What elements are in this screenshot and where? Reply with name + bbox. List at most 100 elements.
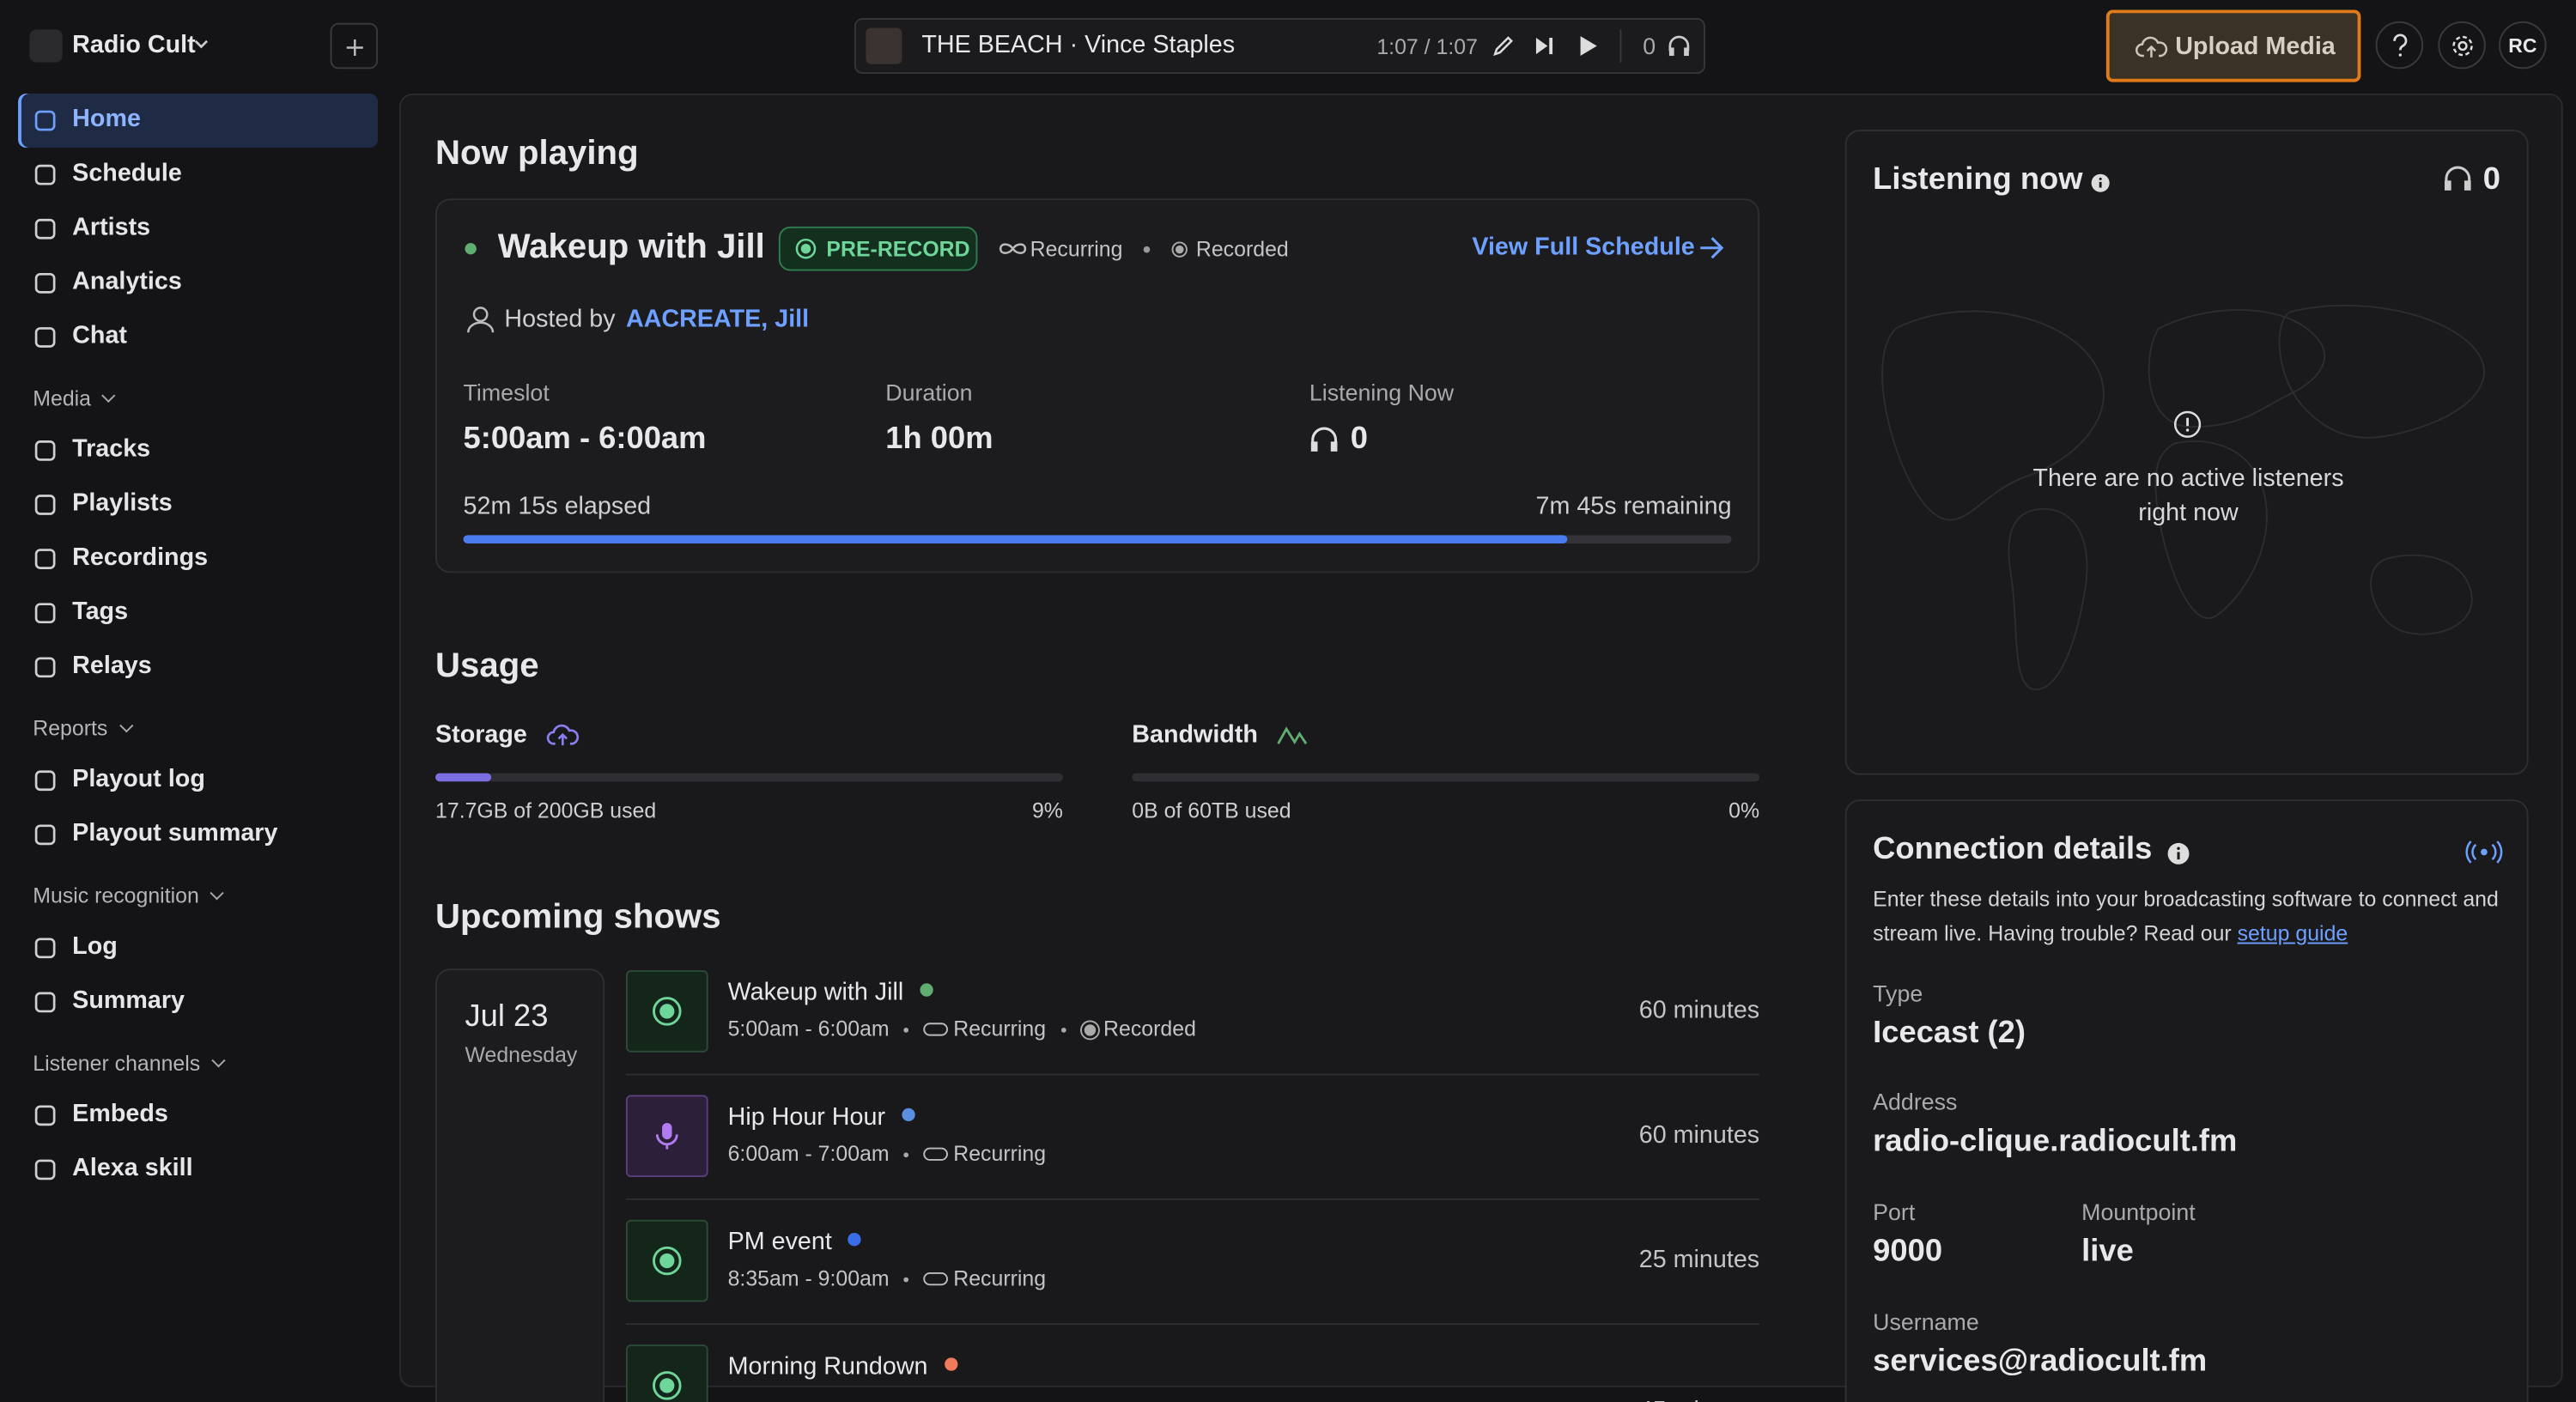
workspace-name[interactable]: Radio Cult — [72, 31, 196, 59]
connection-description: Enter these details into your broadcasti… — [1873, 882, 2506, 950]
nav-icon — [34, 657, 56, 678]
track-time: 1:07 / 1:07 — [1376, 34, 1478, 59]
nav-icon-part — [34, 770, 56, 792]
add-button[interactable] — [330, 22, 379, 70]
nav-icon-part — [34, 272, 56, 294]
settings-button[interactable] — [2438, 21, 2486, 70]
nav-label: Log — [72, 932, 118, 961]
show-name[interactable]: Wakeup with Jill — [728, 977, 933, 1010]
row-divider — [625, 1323, 1760, 1326]
listening-card: Listening now 0 There are no active list… — [1844, 130, 2529, 775]
weekday: Wednesday — [465, 1042, 578, 1067]
nav-icon-part — [34, 603, 56, 624]
nav-item[interactable]: Log — [18, 921, 378, 975]
meter-detail: 0B of 60TB used — [1132, 798, 1291, 823]
show-recorded: Recorded — [1103, 1016, 1196, 1041]
nav-item[interactable]: Artists — [18, 202, 378, 256]
show-name[interactable]: PM event — [728, 1226, 862, 1259]
view-schedule-link[interactable]: View Full Schedule — [1472, 233, 1695, 262]
show-meta: 5:00am - 6:00am Recurring Recorded — [728, 1013, 1196, 1046]
show-color-dot — [944, 1357, 957, 1371]
nav-icon — [34, 110, 56, 131]
separator-dot — [1143, 246, 1151, 253]
nav-label: Relays — [72, 652, 152, 680]
show-glyph-part — [662, 1122, 672, 1140]
host-link[interactable]: AACREATE, Jill — [625, 305, 810, 334]
info-icon — [2167, 842, 2190, 865]
meter-track — [435, 773, 1063, 782]
section-header[interactable]: Reports — [33, 713, 133, 745]
nav-item[interactable]: Alexa skill — [18, 1143, 378, 1197]
edit-icon[interactable] — [1492, 34, 1515, 58]
workspace-logo[interactable] — [29, 29, 63, 63]
show-recurring: Recurring — [953, 1140, 1047, 1166]
show-glyph-part — [659, 1253, 675, 1269]
nav-icon-part — [34, 1105, 56, 1126]
upload-media-button[interactable]: Upload Media — [2105, 9, 2361, 82]
play-icon[interactable] — [1579, 34, 1599, 58]
nav-item[interactable]: Summary — [18, 975, 378, 1029]
nav-icon — [34, 327, 56, 349]
show-name[interactable]: Morning Rundown — [728, 1351, 957, 1384]
now-playing-track[interactable]: THE BEACH · Vince Staples — [921, 31, 1236, 59]
nav-label: Artists — [72, 213, 151, 242]
show-icon — [625, 1095, 708, 1178]
listening-count: 0 — [2482, 162, 2501, 197]
nav-item[interactable]: Recordings — [18, 532, 378, 586]
headphones-icon — [1309, 427, 1339, 453]
nav-item[interactable]: Embeds — [18, 1089, 378, 1143]
nav-icon-part — [34, 495, 56, 515]
meter-label: Bandwidth — [1132, 720, 1258, 749]
show-glyph-part — [655, 1134, 678, 1150]
show-glyph-part — [653, 1371, 682, 1400]
section-header[interactable]: Listener channels — [33, 1047, 226, 1080]
headphones-icon-part — [1310, 427, 1338, 452]
broadcast-icon[interactable] — [2465, 841, 2503, 864]
nav-item[interactable]: Schedule — [18, 148, 378, 202]
separator-dot — [1060, 1027, 1066, 1032]
show-recurring: Recurring — [953, 1265, 1047, 1290]
show-glyph-part — [653, 1246, 682, 1276]
field-value: 9000 — [1873, 1234, 1943, 1270]
nav-label: Embeds — [72, 1100, 168, 1128]
nav-item[interactable]: Home — [18, 93, 379, 149]
row-divider — [625, 1073, 1760, 1076]
nav-item[interactable]: Tracks — [18, 423, 378, 477]
show-icon — [625, 1219, 708, 1302]
show-glyph — [653, 1121, 682, 1150]
album-art — [866, 27, 902, 64]
nav-item[interactable]: Tags — [18, 586, 378, 640]
setup-guide-link[interactable]: setup guide — [2237, 920, 2348, 946]
chevron — [211, 1053, 226, 1068]
recorded-icon — [1084, 1023, 1096, 1035]
nav-item[interactable]: Chat — [18, 310, 378, 364]
listening-title: Listening now — [1873, 162, 2083, 197]
section-header[interactable]: Media — [33, 383, 117, 416]
chevron — [210, 886, 224, 901]
show-title[interactable]: Wakeup with Jill — [497, 228, 765, 266]
chevron — [118, 719, 133, 733]
help-button[interactable] — [2375, 21, 2424, 70]
headphones-icon — [1668, 35, 1690, 57]
show-name[interactable]: Hip Hour Hour — [728, 1102, 915, 1134]
nav-icon-part — [34, 110, 56, 131]
recurring-icon — [923, 1023, 949, 1036]
avatar[interactable]: RC — [2499, 21, 2547, 70]
nav-item[interactable]: Relays — [18, 640, 378, 695]
nav-item[interactable]: Playout log — [18, 754, 378, 808]
section-heading: Now playing — [435, 134, 639, 173]
nav-icon — [34, 272, 56, 294]
nav-icon — [34, 992, 56, 1013]
nav-icon-part — [34, 549, 56, 569]
section-header[interactable]: Music recognition — [33, 880, 224, 913]
description-text: Enter these details into your broadcasti… — [1873, 886, 2499, 946]
nav-item[interactable]: Playlists — [18, 477, 378, 531]
nav-item[interactable]: Analytics — [18, 256, 378, 310]
nav-item[interactable]: Playout summary — [18, 808, 378, 862]
nav-icon — [34, 824, 56, 846]
nav-icon-part — [34, 657, 56, 678]
skip-icon[interactable] — [1534, 36, 1554, 56]
show-glyph-part — [655, 1122, 678, 1150]
headphones-icon-part — [1330, 441, 1338, 452]
